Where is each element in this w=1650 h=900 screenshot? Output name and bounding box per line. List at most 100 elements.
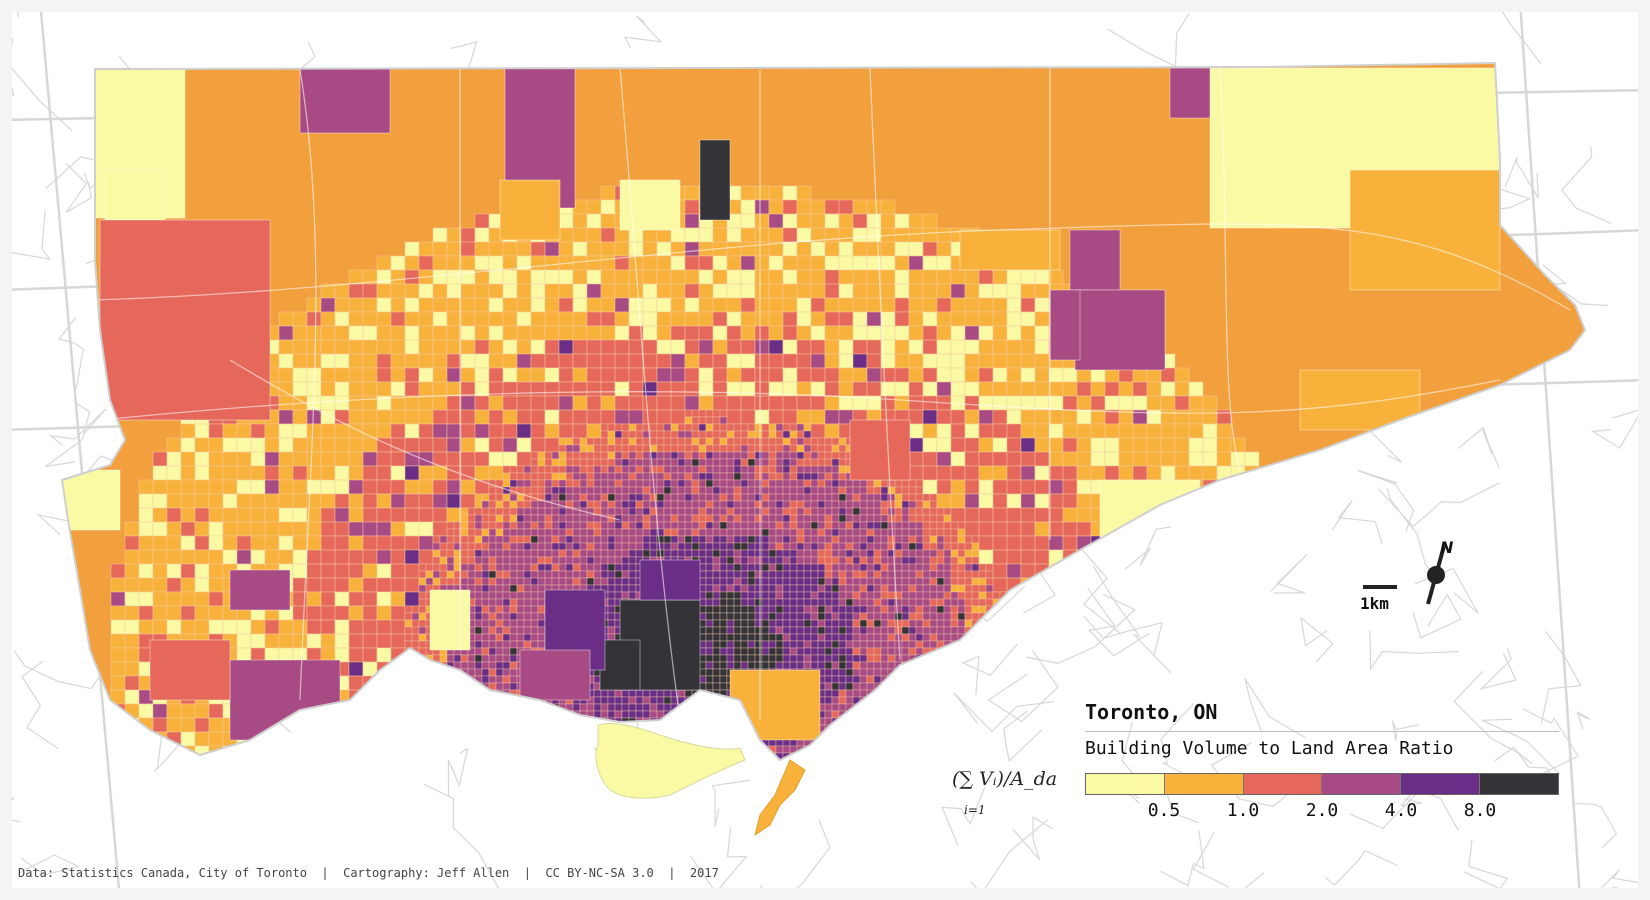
choropleth-map[interactable] — [12, 12, 1638, 888]
dissemination-area — [607, 535, 616, 544]
dissemination-area — [509, 542, 518, 551]
dissemination-area — [1216, 451, 1232, 467]
dissemination-area — [152, 507, 168, 523]
dissemination-area — [194, 591, 210, 607]
dissemination-area — [474, 619, 483, 628]
dissemination-area — [1216, 661, 1232, 677]
dissemination-area — [936, 479, 952, 495]
dissemination-area — [768, 213, 784, 229]
dissemination-area — [278, 339, 294, 355]
dissemination-area — [593, 479, 602, 488]
dissemination-area — [544, 381, 560, 397]
dissemination-area — [1132, 437, 1148, 453]
road-line — [1453, 670, 1533, 765]
dissemination-area — [404, 325, 420, 341]
dissemination-area — [712, 311, 728, 327]
dissemination-area — [474, 605, 483, 614]
dissemination-area — [306, 479, 322, 495]
dissemination-area — [978, 584, 987, 593]
dissemination-area — [775, 521, 784, 530]
dissemination-area — [439, 556, 448, 565]
dissemination-area — [915, 619, 924, 628]
dissemination-area — [775, 633, 784, 642]
dissemination-area — [593, 472, 602, 481]
dissemination-area — [712, 437, 721, 446]
dissemination-area — [901, 612, 910, 621]
dissemination-area — [460, 689, 469, 698]
dissemination-area — [852, 647, 861, 656]
dissemination-area — [964, 297, 980, 313]
dissemination-area — [761, 493, 770, 502]
dissemination-area — [376, 423, 392, 439]
dissemination-area — [593, 444, 602, 453]
dissemination-area — [1202, 633, 1218, 649]
dissemination-area — [754, 472, 763, 481]
dissemination-area — [558, 710, 567, 719]
dissemination-area — [376, 493, 392, 509]
dissemination-area — [411, 633, 420, 642]
dissemination-area — [523, 619, 532, 628]
dissemination-area — [761, 647, 770, 656]
dissemination-area — [740, 269, 756, 285]
road-line — [1026, 593, 1136, 665]
dissemination-area — [530, 367, 546, 383]
dissemination-area — [348, 507, 364, 523]
dissemination-area — [572, 311, 588, 327]
dissemination-area — [1174, 465, 1190, 481]
dissemination-area — [754, 451, 763, 460]
dissemination-area — [915, 682, 924, 691]
dissemination-area — [1188, 437, 1204, 453]
dissemination-area — [943, 563, 952, 572]
dissemination-area — [957, 549, 966, 558]
dissemination-area — [180, 465, 196, 481]
dissemination-area — [138, 493, 154, 509]
dissemination-area — [810, 451, 819, 460]
dissemination-area — [488, 367, 504, 383]
dissemination-area — [1006, 479, 1022, 495]
dissemination-area — [439, 710, 448, 719]
dissemination-area — [320, 381, 336, 397]
dissemination-area — [495, 556, 504, 565]
dissemination-area — [439, 689, 448, 698]
dissemination-area — [712, 584, 721, 593]
dissemination-area — [838, 479, 847, 488]
dissemination-area — [901, 647, 910, 656]
dissemination-area — [621, 430, 630, 439]
dissemination-area — [908, 479, 917, 488]
dissemination-area — [628, 423, 637, 432]
dissemination-area — [663, 689, 672, 698]
dissemination-area — [460, 227, 476, 243]
dissemination-area — [509, 514, 518, 523]
dissemination-area — [292, 605, 308, 621]
dissemination-area — [915, 605, 924, 614]
dissemination-area — [586, 409, 602, 425]
dissemination-area — [880, 633, 889, 642]
dissemination-area — [222, 493, 238, 509]
dissemination-area — [565, 479, 574, 488]
dissemination-area — [726, 500, 735, 509]
dissemination-area — [964, 521, 980, 537]
dissemination-area — [775, 472, 784, 481]
dissemination-area — [824, 647, 833, 656]
dissemination-area — [803, 528, 812, 537]
dissemination-area — [1006, 437, 1022, 453]
dissemination-area — [1216, 479, 1232, 495]
road-line — [154, 728, 192, 772]
dissemination-area — [152, 619, 168, 635]
dissemination-area — [922, 668, 931, 677]
dissemination-area — [782, 570, 791, 579]
dissemination-area — [439, 549, 448, 558]
dissemination-area — [957, 535, 966, 544]
dissemination-area — [992, 682, 1001, 691]
dissemination-area — [656, 311, 672, 327]
dissemination-area — [810, 584, 819, 593]
dissemination-area — [467, 528, 476, 537]
dissemination-area — [894, 605, 903, 614]
dissemination-area — [544, 514, 553, 523]
dissemination-area — [334, 395, 350, 411]
dissemination-area — [957, 591, 966, 600]
dissemination-area — [719, 556, 728, 565]
dissemination-area — [789, 654, 798, 663]
dissemination-area — [390, 661, 406, 677]
dissemination-area — [509, 500, 518, 509]
